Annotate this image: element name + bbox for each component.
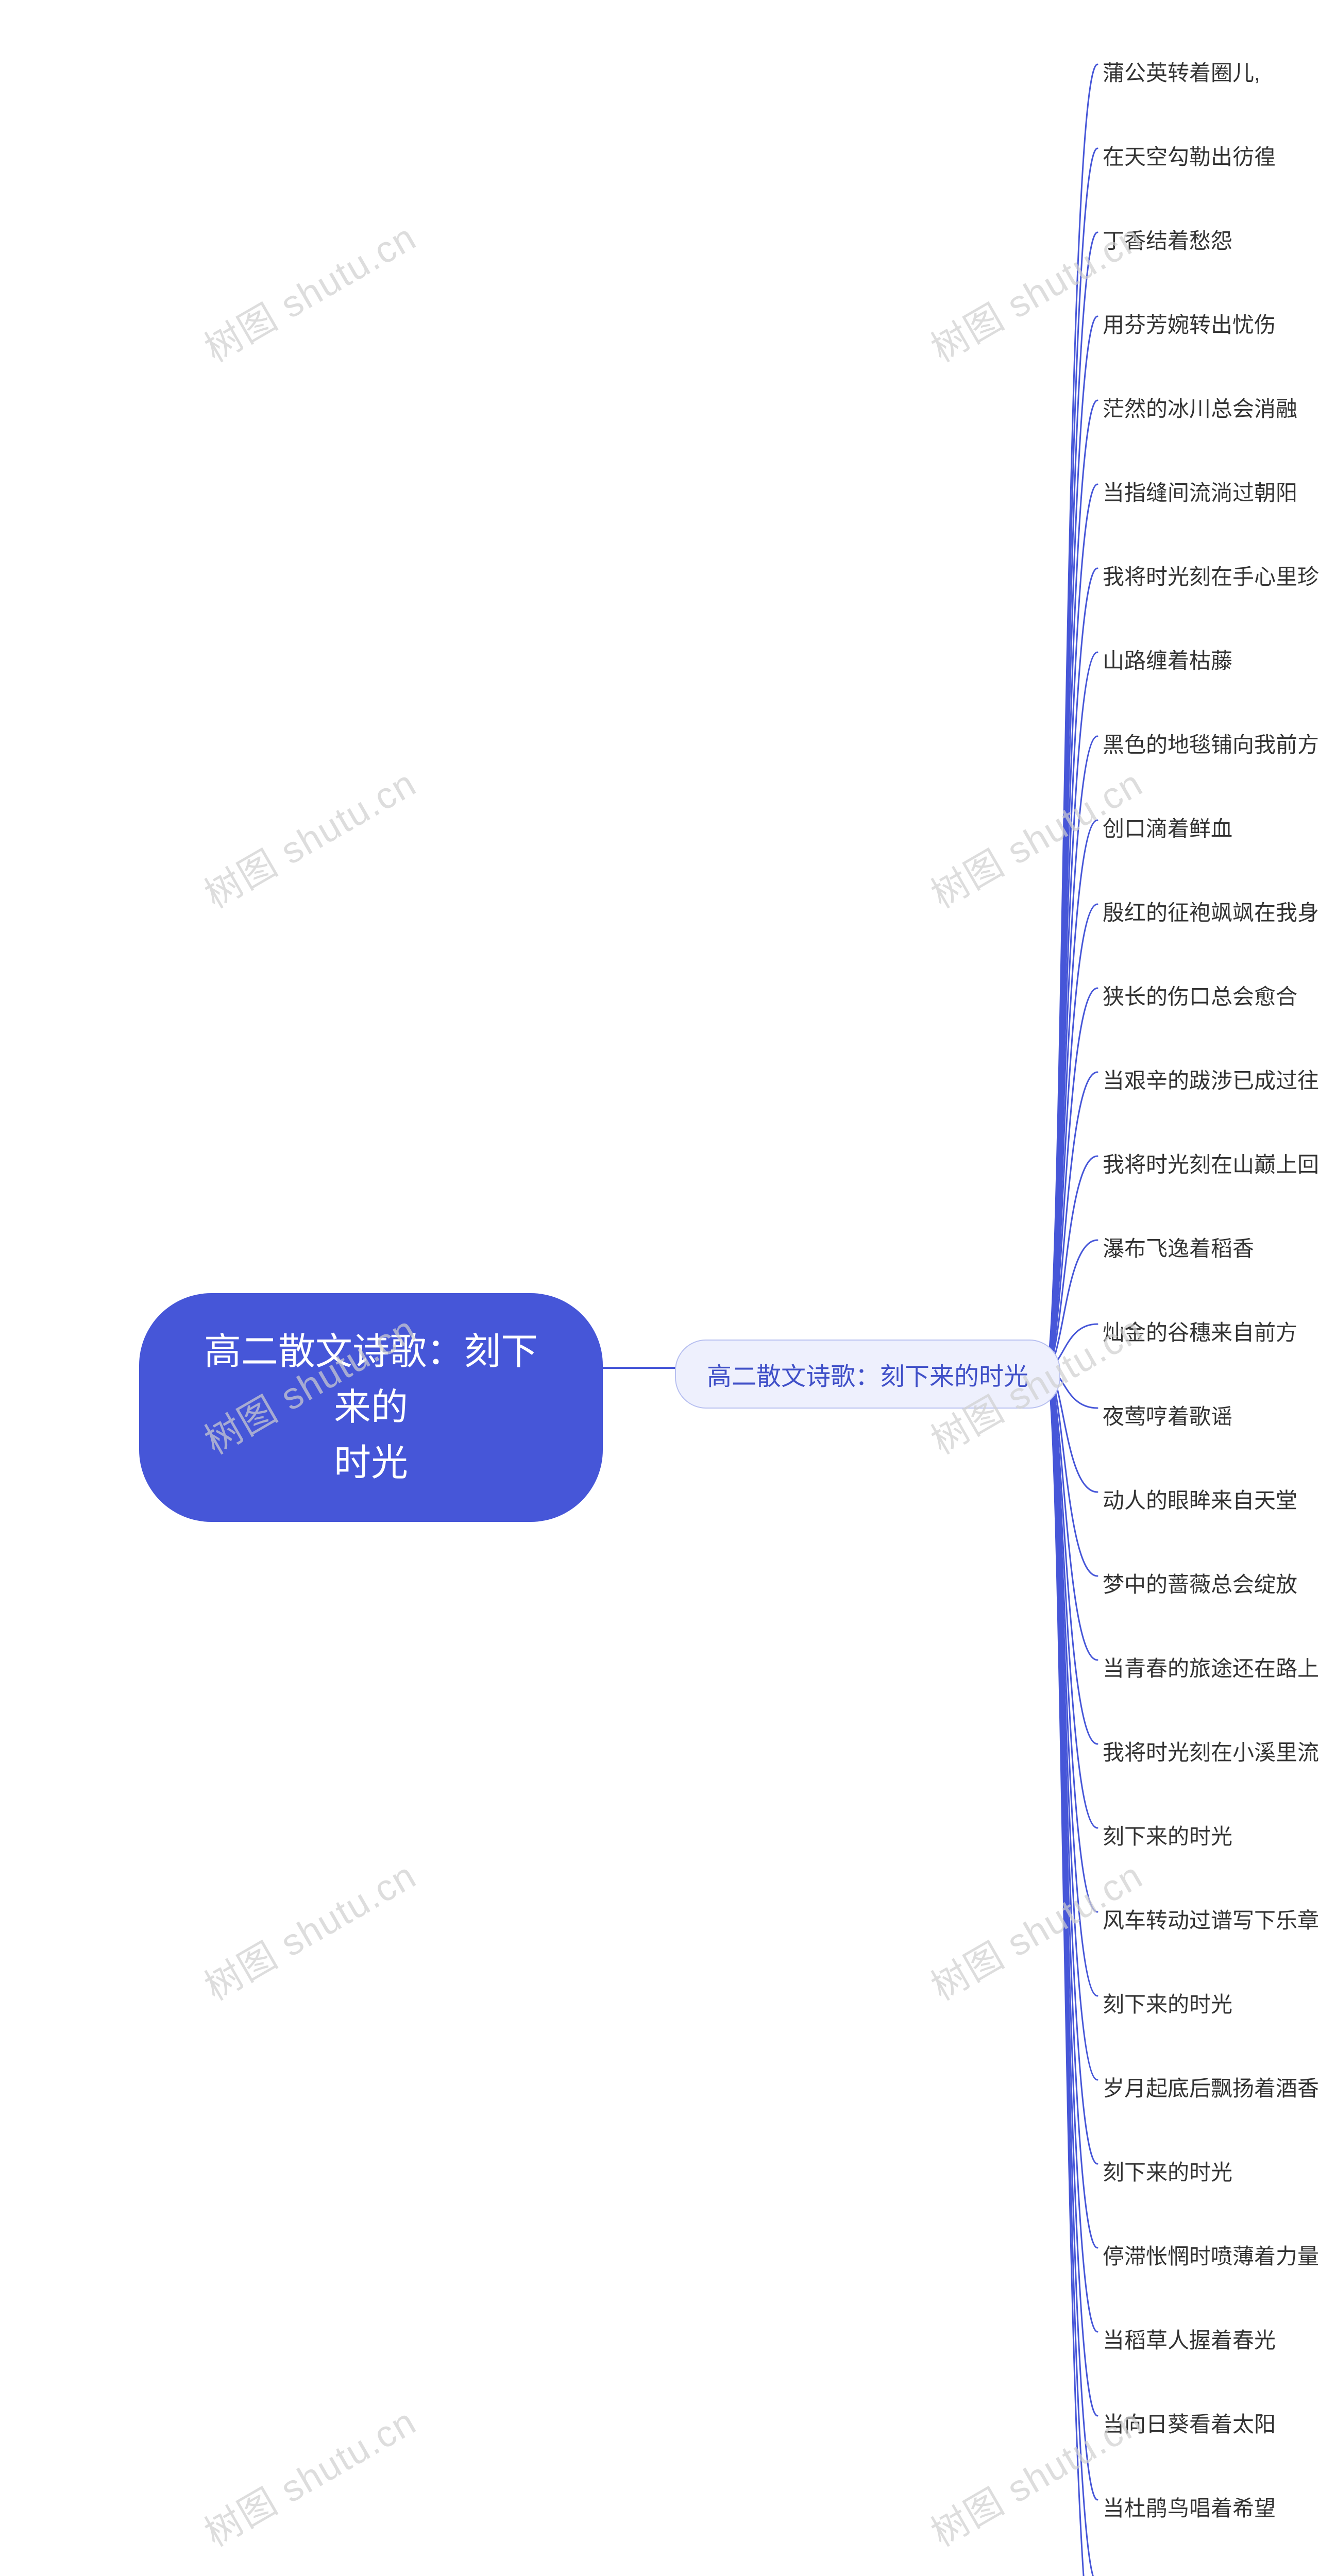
watermark: 树图 shutu.cn bbox=[193, 753, 424, 918]
leaf-node[interactable]: 我将时光刻在小溪里流淌 bbox=[1103, 1731, 1319, 1771]
leaf-node[interactable]: 刻下来的时光 bbox=[1103, 1983, 1232, 2023]
watermark: 树图 shutu.cn bbox=[193, 207, 424, 372]
leaf-node[interactable]: 当杜鹃鸟唱着希望 bbox=[1103, 2487, 1276, 2527]
leaf-node[interactable]: 当指缝间流淌过朝阳 bbox=[1103, 471, 1297, 511]
root-text-line2: 时光 bbox=[334, 1443, 408, 1484]
watermark: 树图 shutu.cn bbox=[193, 1845, 424, 2010]
mindmap-canvas: 高二散文诗歌：刻下来的 时光 高二散文诗歌：刻下来的时光 蒲公英转着圈儿,在天空… bbox=[0, 0, 1319, 2576]
watermark: 树图 shutu.cn bbox=[919, 207, 1151, 372]
leaf-node[interactable]: 刻下来的时光 bbox=[1103, 2151, 1232, 2191]
leaf-node[interactable]: 蒲公英转着圈儿, bbox=[1103, 52, 1260, 91]
leaf-node[interactable]: 瀑布飞逸着稻香 bbox=[1103, 1227, 1254, 1267]
leaf-node[interactable]: 狭长的伤口总会愈合 bbox=[1103, 975, 1297, 1015]
leaf-node[interactable]: 当艰辛的跋涉已成过往 bbox=[1103, 1059, 1319, 1099]
leaf-node[interactable]: 当青春的旅途还在路上 bbox=[1103, 1647, 1319, 1687]
leaf-node[interactable]: 当稻草人握着春光 bbox=[1103, 2319, 1276, 2359]
leaf-node[interactable]: 我将时光刻在山巅上回望 bbox=[1103, 1143, 1319, 1183]
leaf-node[interactable]: 梦中的蔷薇总会绽放 bbox=[1103, 1563, 1297, 1603]
leaf-node[interactable]: 动人的眼眸来自天堂 bbox=[1103, 1479, 1297, 1519]
leaf-node[interactable]: 夜莺哼着歌谣 bbox=[1103, 1395, 1232, 1435]
leaf-node[interactable]: 我要用七彩的火焰裹着手指 bbox=[1103, 2571, 1319, 2576]
watermark: 树图 shutu.cn bbox=[193, 2392, 424, 2556]
watermark: 树图 shutu.cn bbox=[919, 2392, 1151, 2556]
leaf-node[interactable]: 茫然的冰川总会消融 bbox=[1103, 387, 1297, 427]
leaf-node[interactable]: 风车转动过谱写下乐章 bbox=[1103, 1899, 1319, 1939]
leaf-node[interactable]: 殷红的征袍飒飒在我身上 bbox=[1103, 891, 1319, 931]
leaf-node[interactable]: 我将时光刻在手心里珍藏 bbox=[1103, 555, 1319, 595]
leaf-node[interactable]: 山路缠着枯藤 bbox=[1103, 639, 1232, 679]
leaf-node[interactable]: 在天空勾勒出彷徨 bbox=[1103, 135, 1276, 175]
leaf-node[interactable]: 用芬芳婉转出忧伤 bbox=[1103, 303, 1276, 343]
leaf-node[interactable]: 黑色的地毯铺向我前方 bbox=[1103, 723, 1319, 763]
leaf-node[interactable]: 岁月起底后飘扬着酒香 bbox=[1103, 2067, 1319, 2107]
leaf-node[interactable]: 停滞怅惘时喷薄着力量 bbox=[1103, 2235, 1319, 2275]
